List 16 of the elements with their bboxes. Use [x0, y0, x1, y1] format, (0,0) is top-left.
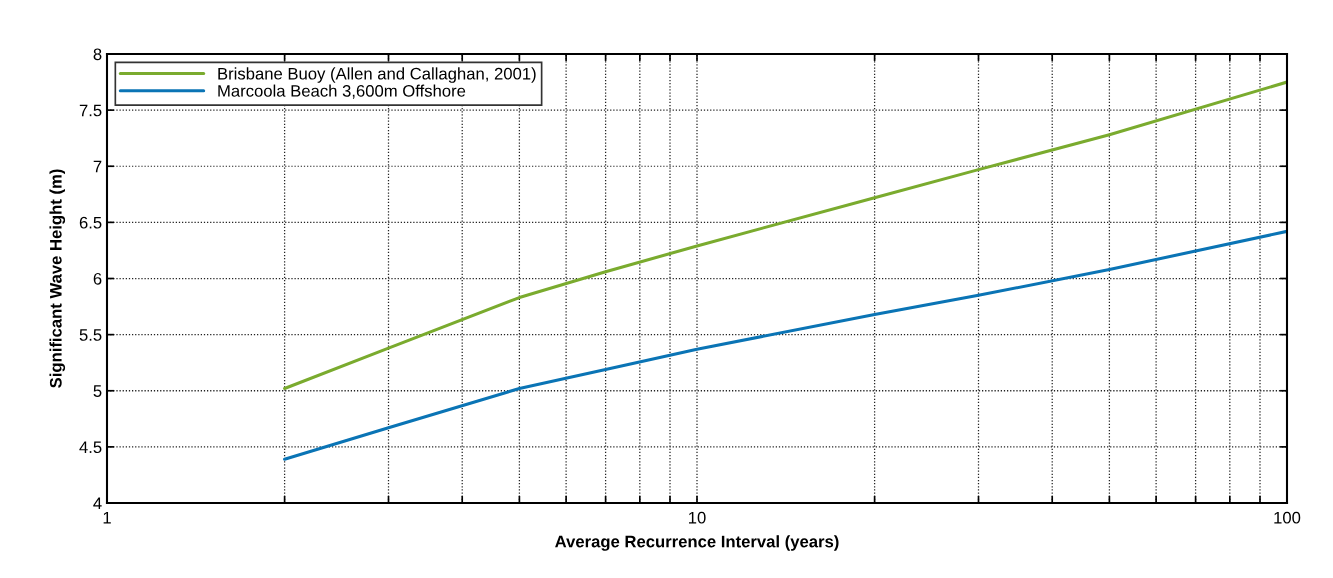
y-tick-label: 5.5	[79, 329, 102, 341]
y-tick-label: 8	[93, 48, 102, 61]
y-tick-label: 6.5	[79, 216, 102, 229]
y-tick-label: 4.5	[79, 441, 102, 454]
y-tick-label: 7	[93, 160, 102, 173]
y-tick-label: 5	[93, 385, 102, 397]
y-tick-label: 7.5	[79, 104, 102, 117]
y-tick-label: 6	[93, 272, 102, 285]
x-tick-label: 10	[689, 511, 706, 524]
x-tick-label: 1	[103, 511, 111, 524]
y-tick-label: 4	[93, 497, 102, 510]
x-tick-label: 100	[1274, 511, 1301, 524]
legend-label: Marcoola Beach 3,600m Offshore	[218, 84, 466, 99]
legend-label: Brisbane Buoy (Allen and Callaghan, 2001)	[218, 67, 536, 83]
x-axis-title: Average Recurrence Interval (years)	[555, 535, 839, 551]
y-axis-title: Significant Wave Height (m)	[49, 169, 66, 388]
